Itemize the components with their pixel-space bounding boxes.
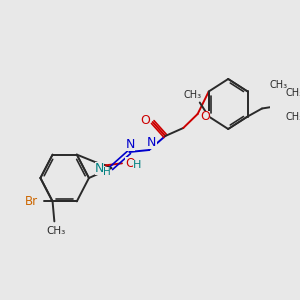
Text: N: N bbox=[147, 136, 157, 148]
Text: O: O bbox=[200, 110, 210, 124]
Text: CH₃: CH₃ bbox=[285, 88, 300, 98]
Text: H: H bbox=[133, 160, 141, 170]
Text: CH₃: CH₃ bbox=[269, 80, 287, 89]
Text: N: N bbox=[94, 162, 104, 175]
Text: N: N bbox=[126, 137, 135, 151]
Text: CH₃: CH₃ bbox=[46, 226, 66, 236]
Text: CH₃: CH₃ bbox=[285, 112, 300, 122]
Text: Br: Br bbox=[24, 195, 38, 208]
Text: O: O bbox=[141, 115, 151, 128]
Text: CH₃: CH₃ bbox=[184, 91, 202, 100]
Text: H: H bbox=[103, 167, 110, 177]
Text: O: O bbox=[125, 157, 135, 170]
